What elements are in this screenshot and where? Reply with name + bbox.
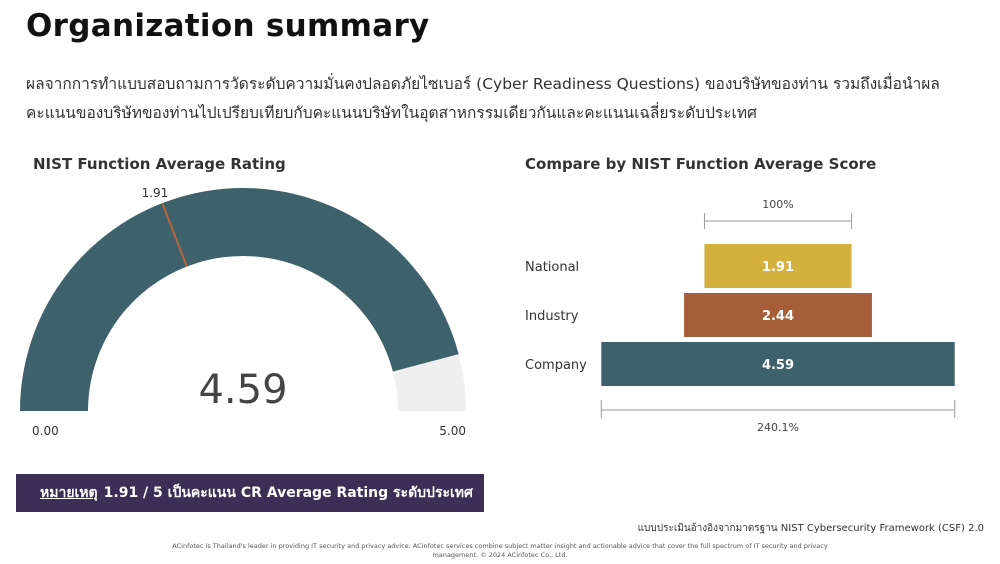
bar-industry	[684, 293, 872, 337]
gauge-chart-title: NIST Function Average Rating	[33, 155, 286, 173]
gauge-value-label: 4.59	[198, 367, 287, 413]
note-prefix: หมายเหตุ	[40, 485, 98, 501]
bar-national	[704, 244, 852, 288]
framework-reference: แบบประเมินอ้างอิงจากมาตรฐาน NIST Cyberse…	[637, 523, 984, 534]
gauge-marker-label: 1.91	[142, 186, 169, 200]
company-footer: ACinfotec is Thailand's leader in provid…	[0, 542, 1000, 560]
bottom-bracket-label: 240.1%	[757, 421, 799, 434]
footer-line-1: ACinfotec is Thailand's leader in provid…	[172, 542, 828, 550]
gauge-max-label: 5.00	[439, 424, 466, 438]
top-bracket-label: 100%	[762, 198, 793, 211]
category-label-company: Company	[525, 358, 587, 373]
category-label-national: National	[525, 260, 579, 275]
page-title: Organization summary	[26, 8, 430, 44]
funnel-chart: 100% 1.91 National 2.44 Industry 4.59 Company 2…	[525, 198, 956, 434]
funnel-chart-title: Compare by NIST Function Average Score	[525, 155, 877, 173]
category-label-industry: Industry	[525, 309, 579, 324]
page-description: ผลจากการทำแบบสอบถามการวัดระดับความมั่นคง…	[26, 75, 940, 122]
note-text: 1.91 / 5 เป็นคะแนน CR Average Rating ระด…	[103, 485, 473, 501]
note-banner: หมายเหตุ 1.91 / 5 เป็นคะแนน CR Average R…	[16, 474, 484, 512]
bar-company	[601, 342, 955, 386]
gauge-min-label: 0.00	[32, 424, 59, 438]
bar-value-label-national: 1.91	[762, 260, 794, 275]
gauge-value-arc	[20, 187, 459, 411]
gauge-marker-line	[161, 202, 188, 267]
bar-value-label-company: 4.59	[762, 358, 794, 373]
bar-value-label-industry: 2.44	[762, 309, 794, 324]
footer-line-2: management. © 2024 ACinfotec Co., Ltd.	[432, 551, 568, 559]
gauge-chart: 1.91 4.59 0.00 5.00	[20, 186, 466, 438]
